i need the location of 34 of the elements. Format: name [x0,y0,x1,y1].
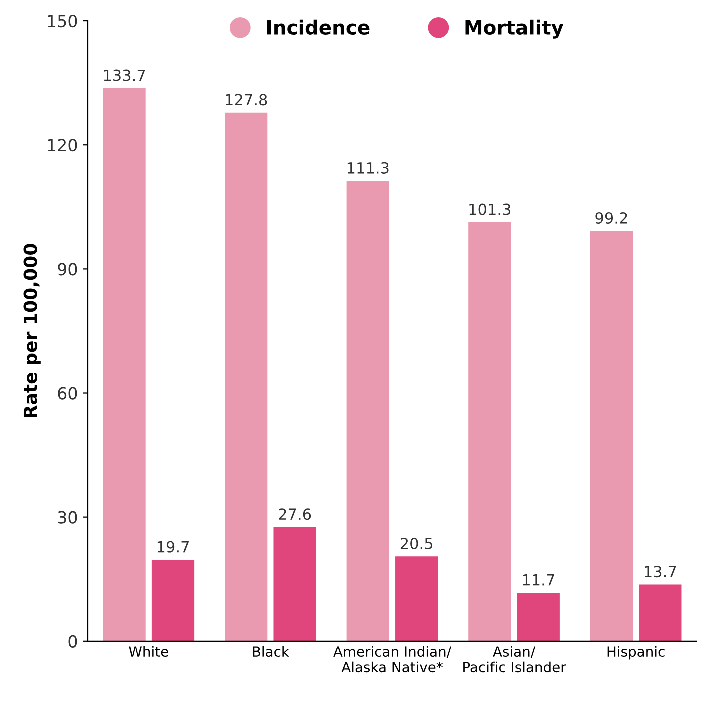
data-label: 127.8 [226,94,268,106]
y-tick-label: 30 [58,511,78,524]
bar [103,88,146,642]
bar [225,112,268,642]
data-label: 13.7 [645,566,676,578]
data-label: 99.2 [596,212,628,224]
x-tick-label: Black [253,646,290,658]
data-label: 11.7 [523,574,554,586]
data-label: 133.7 [104,70,146,82]
x-tick-label: Asian/ Pacific Islander [464,646,566,673]
y-tick-label: 0 [68,635,78,648]
data-label: 20.5 [400,538,433,550]
legend-label: Mortality [466,20,564,39]
y-tick-label: 90 [58,263,78,276]
bar [639,584,682,642]
x-tick-label: White [129,646,168,658]
data-label: 101.3 [470,204,511,216]
bar [517,593,560,642]
data-label: 27.6 [279,508,312,520]
bar [590,231,634,642]
bar [274,527,316,642]
data-label: 19.7 [158,541,189,553]
y-tick-label: 60 [58,387,78,400]
bar [152,560,195,642]
y-tick-label: 150 [48,14,78,28]
data-label: 111.3 [348,162,389,174]
bar [468,222,512,642]
y-tick-label: 120 [48,139,78,152]
bar [396,556,438,642]
bar [346,181,390,642]
x-tick-label: American Indian/ Alaska Native* [334,646,452,673]
y-axis-title: Rate per 100,000 [24,244,41,418]
x-tick-label: Hispanic [608,646,665,660]
legend-label: Incidence [267,20,370,35]
